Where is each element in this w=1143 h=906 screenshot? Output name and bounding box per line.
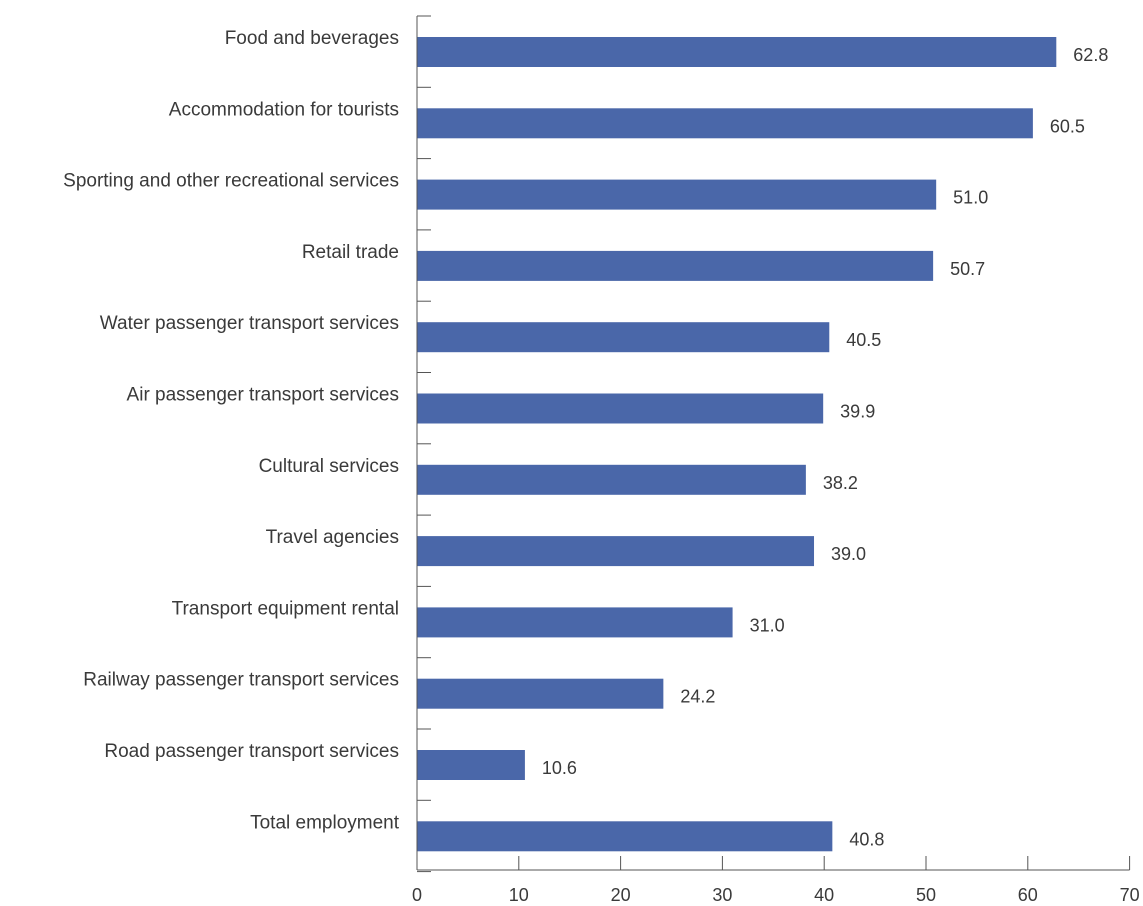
category-label: Total employment — [250, 812, 400, 833]
value-label: 10.6 — [542, 758, 577, 778]
bar — [417, 607, 733, 638]
value-label: 39.0 — [831, 544, 866, 564]
category-label: Food and beverages — [225, 28, 399, 49]
x-tick-label: 20 — [611, 885, 631, 905]
bar — [417, 393, 824, 424]
bar — [417, 678, 664, 709]
x-tick-label: 40 — [814, 885, 834, 905]
bar — [417, 37, 1057, 67]
category-label: Retail trade — [302, 242, 399, 263]
axes — [416, 16, 1130, 871]
value-label: 31.0 — [750, 615, 785, 635]
bar — [417, 108, 1033, 139]
category-label: Sporting and other recreational services — [63, 171, 399, 192]
x-axis-ticks: 0 10 20 30 40 50 60 70 — [412, 856, 1140, 905]
x-tick-label: 50 — [916, 885, 936, 905]
value-label: 40.5 — [846, 330, 881, 350]
category-label: Water passenger transport services — [100, 313, 399, 334]
y-axis-ticks — [417, 15, 431, 873]
bar — [417, 179, 937, 210]
bar — [417, 250, 934, 281]
value-label: 50.7 — [950, 259, 985, 279]
value-label: 24.2 — [680, 687, 715, 707]
x-tick-label: 30 — [712, 885, 732, 905]
category-label: Transport equipment rental — [172, 598, 399, 619]
category-labels: Food and beverages Accommodation for tour… — [63, 28, 400, 833]
x-tick-label: 10 — [509, 885, 529, 905]
x-tick-label: 60 — [1018, 885, 1038, 905]
category-label: Railway passenger transport services — [83, 670, 399, 691]
value-label: 60.5 — [1050, 116, 1085, 136]
bar — [417, 322, 830, 353]
value-label: 39.9 — [840, 402, 875, 422]
category-label: Air passenger transport services — [127, 385, 399, 406]
value-label: 62.8 — [1073, 45, 1108, 65]
value-label: 51.0 — [953, 188, 988, 208]
category-label: Cultural services — [259, 456, 399, 477]
category-label: Road passenger transport services — [104, 741, 399, 762]
bar — [417, 464, 806, 495]
value-label: 38.2 — [823, 473, 858, 493]
category-label: Travel agencies — [266, 527, 399, 548]
bar — [417, 821, 833, 852]
value-labels: 62.8 60.5 51.0 50.7 40.5 39.9 38.2 39.0 31.0 24.2… — [542, 45, 1108, 849]
x-tick-label: 70 — [1120, 885, 1140, 905]
bar — [417, 750, 525, 780]
x-tick-label: 0 — [412, 885, 422, 905]
value-label: 40.8 — [849, 829, 884, 849]
bars-layer — [417, 37, 1057, 852]
category-label: Accommodation for tourists — [169, 99, 399, 120]
bar — [417, 536, 815, 567]
